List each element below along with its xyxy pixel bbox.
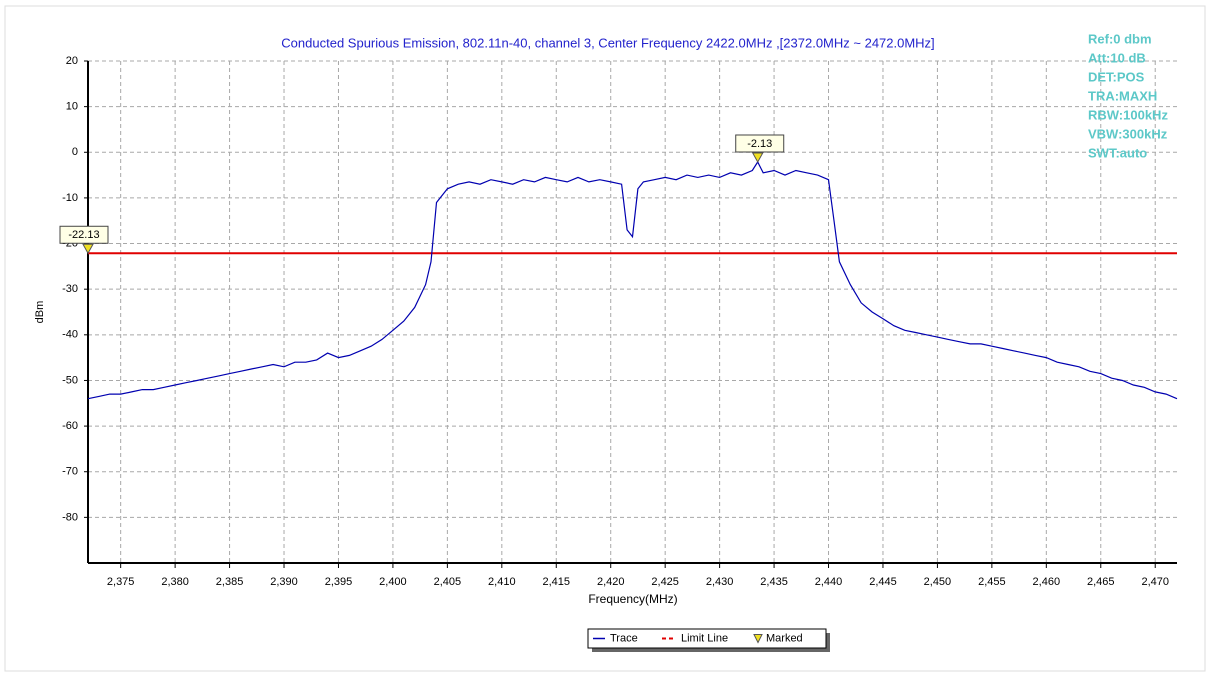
marker — [82, 243, 94, 255]
y-tick-label: -70 — [62, 466, 78, 478]
y-tick-label: -50 — [62, 374, 78, 386]
x-tick-label: 2,440 — [815, 576, 843, 588]
marker-label: -2.13 — [747, 138, 772, 150]
chart-title: Conducted Spurious Emission, 802.11n-40,… — [281, 35, 934, 50]
x-tick-label: 2,410 — [488, 576, 516, 588]
x-tick-label: 2,430 — [706, 576, 734, 588]
info-text: DET:POS — [1088, 69, 1145, 84]
x-tick-label: 2,455 — [978, 576, 1006, 588]
x-tick-label: 2,395 — [325, 576, 353, 588]
x-tick-label: 2,405 — [434, 576, 462, 588]
legend — [587, 628, 830, 652]
y-tick-label: 0 — [72, 146, 78, 158]
marker-label-box — [59, 225, 109, 244]
legend-label: Limit Line — [681, 632, 728, 644]
info-text: Ref:0 dbm — [1088, 31, 1152, 46]
legend-label: Trace — [610, 632, 638, 644]
info-text: SWT:auto — [1088, 145, 1147, 160]
y-tick-label: 10 — [66, 101, 78, 113]
x-tick-label: 2,460 — [1033, 576, 1061, 588]
y-axis-label: dBm — [34, 301, 46, 324]
x-tick-label: 2,390 — [270, 576, 298, 588]
marker — [751, 152, 764, 164]
trace-line — [87, 160, 1178, 400]
info-text: Att:10 dB — [1088, 50, 1146, 65]
x-tick-label: 2,375 — [107, 576, 135, 588]
y-tick-label: -40 — [62, 329, 78, 341]
y-tick-label: 20 — [66, 55, 78, 67]
plot-area — [88, 61, 1177, 563]
x-tick-label: 2,425 — [651, 576, 679, 588]
marker-label: -22.13 — [68, 229, 99, 241]
marker-label-box — [735, 134, 785, 153]
x-tick-label: 2,435 — [760, 576, 788, 588]
x-tick-label: 2,470 — [1141, 576, 1169, 588]
x-tick-label: 2,380 — [161, 576, 189, 588]
legend-box — [587, 628, 827, 649]
info-text: VBW:300kHz — [1088, 126, 1168, 141]
x-tick-label: 2,415 — [543, 576, 571, 588]
x-tick-label: 2,445 — [869, 576, 897, 588]
info-text: TRA:MAXH — [1088, 88, 1157, 103]
y-tick-label: -80 — [62, 511, 78, 523]
y-tick-label: -10 — [62, 192, 78, 204]
x-tick-label: 2,385 — [216, 576, 244, 588]
x-tick-label: 2,465 — [1087, 576, 1115, 588]
info-text: RBW:100kHz — [1088, 107, 1168, 122]
y-tick-label: -30 — [62, 283, 78, 295]
x-tick-label: 2,420 — [597, 576, 625, 588]
y-tick-label: -60 — [62, 420, 78, 432]
legend-marker — [753, 634, 763, 644]
x-tick-label: 2,400 — [379, 576, 407, 588]
x-axis-label: Frequency(MHz) — [588, 592, 677, 606]
x-tick-label: 2,450 — [924, 576, 952, 588]
legend-label: Marked — [766, 632, 803, 644]
